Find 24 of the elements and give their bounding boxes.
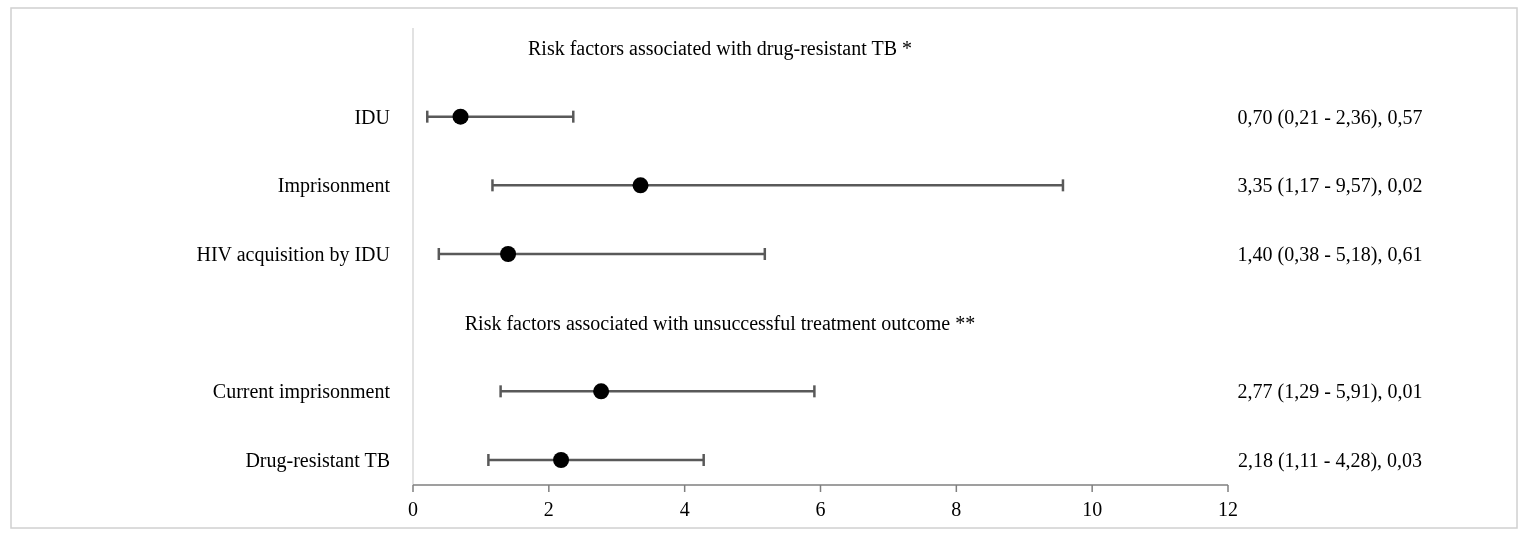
point [553, 452, 570, 468]
x-tick-label: 8 [951, 498, 962, 520]
data-label: 2,77 (1,29 - 5,91), 0,01 [1237, 380, 1423, 404]
point [452, 108, 469, 125]
data-label: 0,70 (0,21 - 2,36), 0,57 [1237, 105, 1423, 129]
point [593, 383, 610, 400]
y-tick-label: HIV acquisition by IDU [196, 243, 391, 266]
y-tick-label: Imprisonment [277, 174, 391, 198]
annotation: Risk factors associated with drug-resistant TB * [527, 37, 913, 60]
x-tick-label: 10 [1082, 498, 1103, 520]
data-label: 1,40 (0,38 - 5,18), 0,61 [1237, 243, 1423, 266]
x-tick-label: 12 [1218, 498, 1238, 520]
data-label: 3,35 (1,17 - 9,57), 0,02 [1237, 174, 1423, 198]
x-tick-label: 4 [679, 498, 690, 520]
x-tick-label: 6 [815, 498, 826, 520]
y-tick-label: Current imprisonment [212, 380, 391, 404]
annotation: Risk factors associated with unsuccessful treatment outcome ** [464, 311, 976, 334]
point [500, 246, 517, 262]
point [632, 177, 649, 194]
x-tick-label: 2 [543, 498, 554, 520]
data-label: 2,18 (1,11 - 4,28), 0,03 [1237, 449, 1423, 472]
y-tick-label: IDU [354, 105, 391, 128]
y-tick-label: Drug-resistant TB [245, 449, 390, 472]
x-tick-label: 0 [408, 498, 418, 520]
